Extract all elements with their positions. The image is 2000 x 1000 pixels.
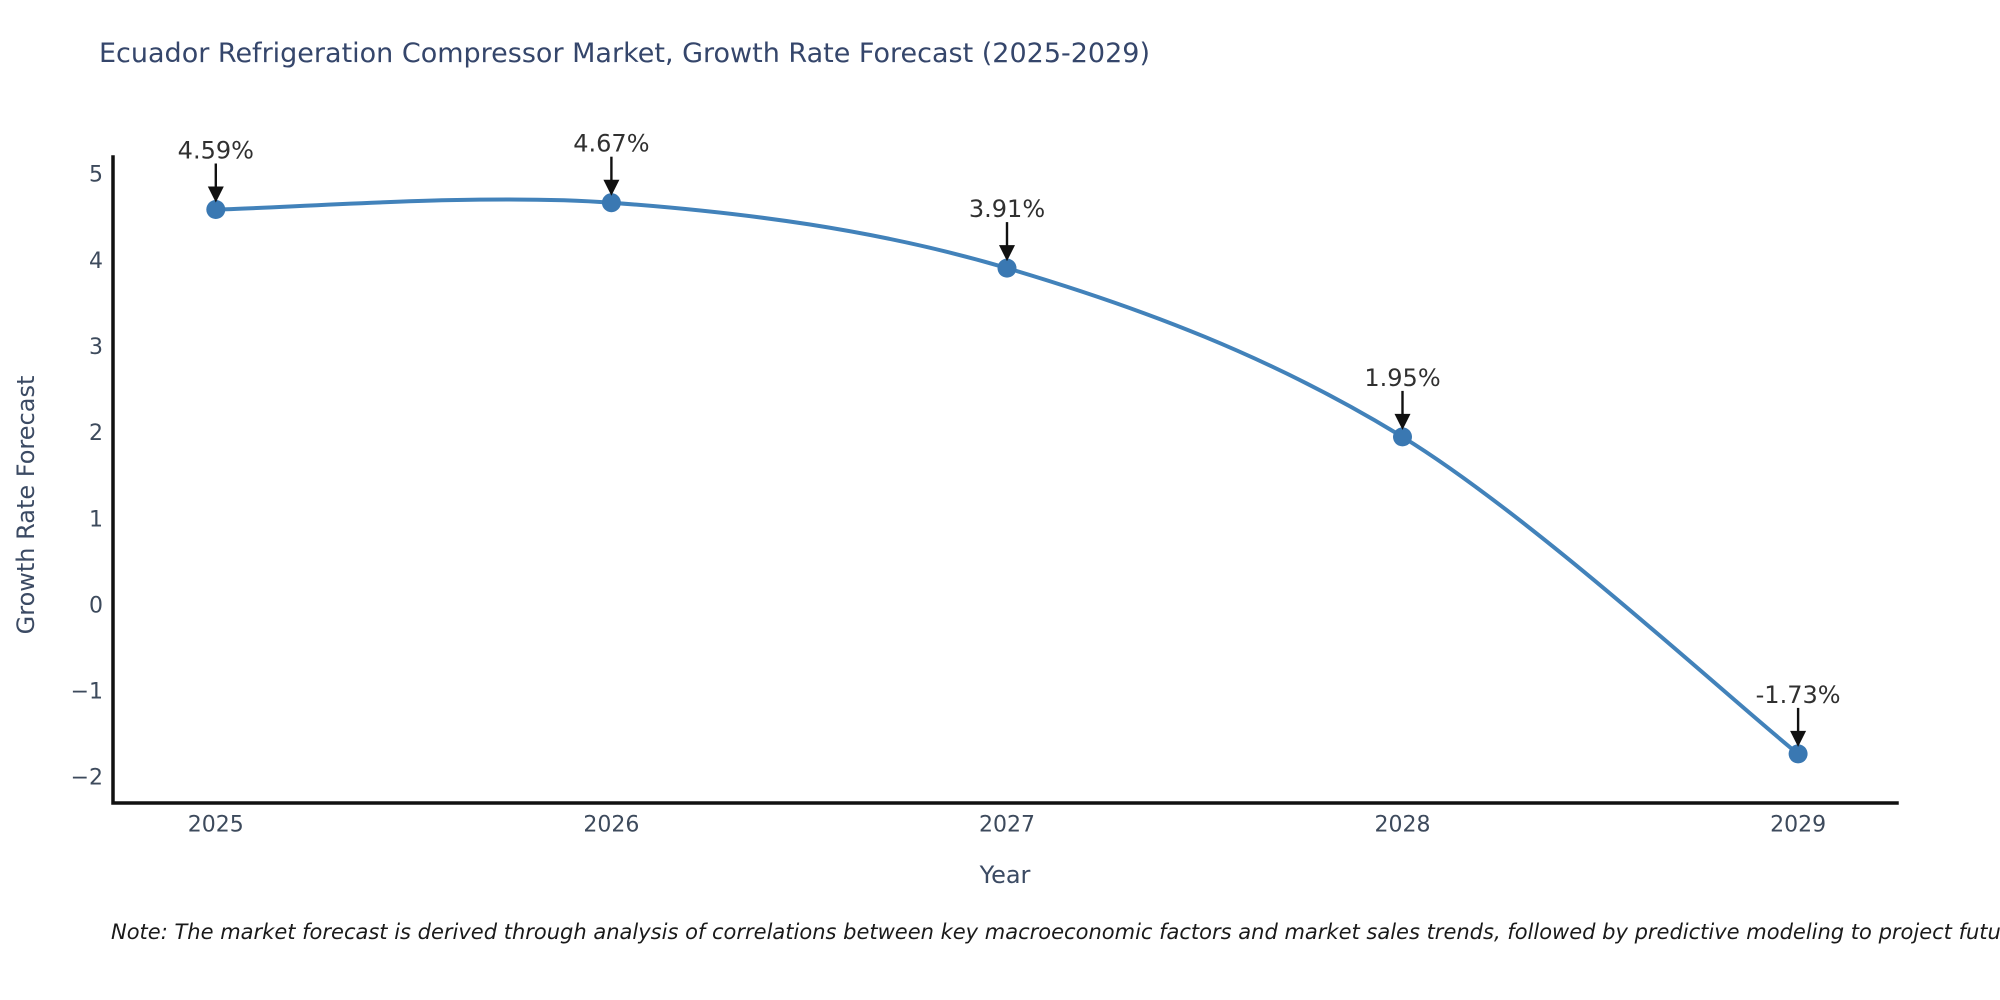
data-point-label: 3.91% [969,195,1045,223]
data-point-marker [1788,744,1808,764]
y-tick-label: 2 [89,421,103,446]
annotation-arrow-head [603,179,620,196]
x-tick-label: 2025 [188,813,244,838]
x-tick-label: 2029 [1770,813,1826,838]
data-point-label: 4.67% [573,130,649,158]
x-axis-title: Year [979,861,1031,889]
y-tick-label: 1 [89,507,103,532]
annotation-arrow-head [207,186,224,203]
data-point-label: 4.59% [178,137,254,165]
y-tick-label: 0 [89,593,103,618]
y-tick-label: 5 [89,163,103,188]
axis-spines [111,155,1899,805]
annotation-arrow-head [1790,730,1807,747]
data-point-marker [206,200,226,219]
y-tick-label: 4 [89,249,103,274]
y-tick-label: 3 [89,335,103,360]
x-tick-label: 2027 [979,813,1035,838]
x-tick-label: 2028 [1375,813,1431,838]
x-tick-label: 2026 [583,813,639,838]
data-point-marker [997,258,1017,278]
y-tick-label: −2 [71,766,103,791]
data-point-marker [1393,427,1412,447]
trend-line [215,197,1800,756]
y-tick-label: −1 [71,680,103,705]
chart-title: Ecuador Refrigeration Compressor Market,… [99,38,1150,69]
data-point-label: -1.73% [1756,681,1841,709]
annotation-arrow-head [999,245,1015,262]
data-point-marker [601,193,621,213]
footnote: Note: The market forecast is derived thr… [111,920,2000,944]
data-point-label: 1.95% [1364,364,1440,392]
annotation-arrow-head [1394,413,1411,430]
